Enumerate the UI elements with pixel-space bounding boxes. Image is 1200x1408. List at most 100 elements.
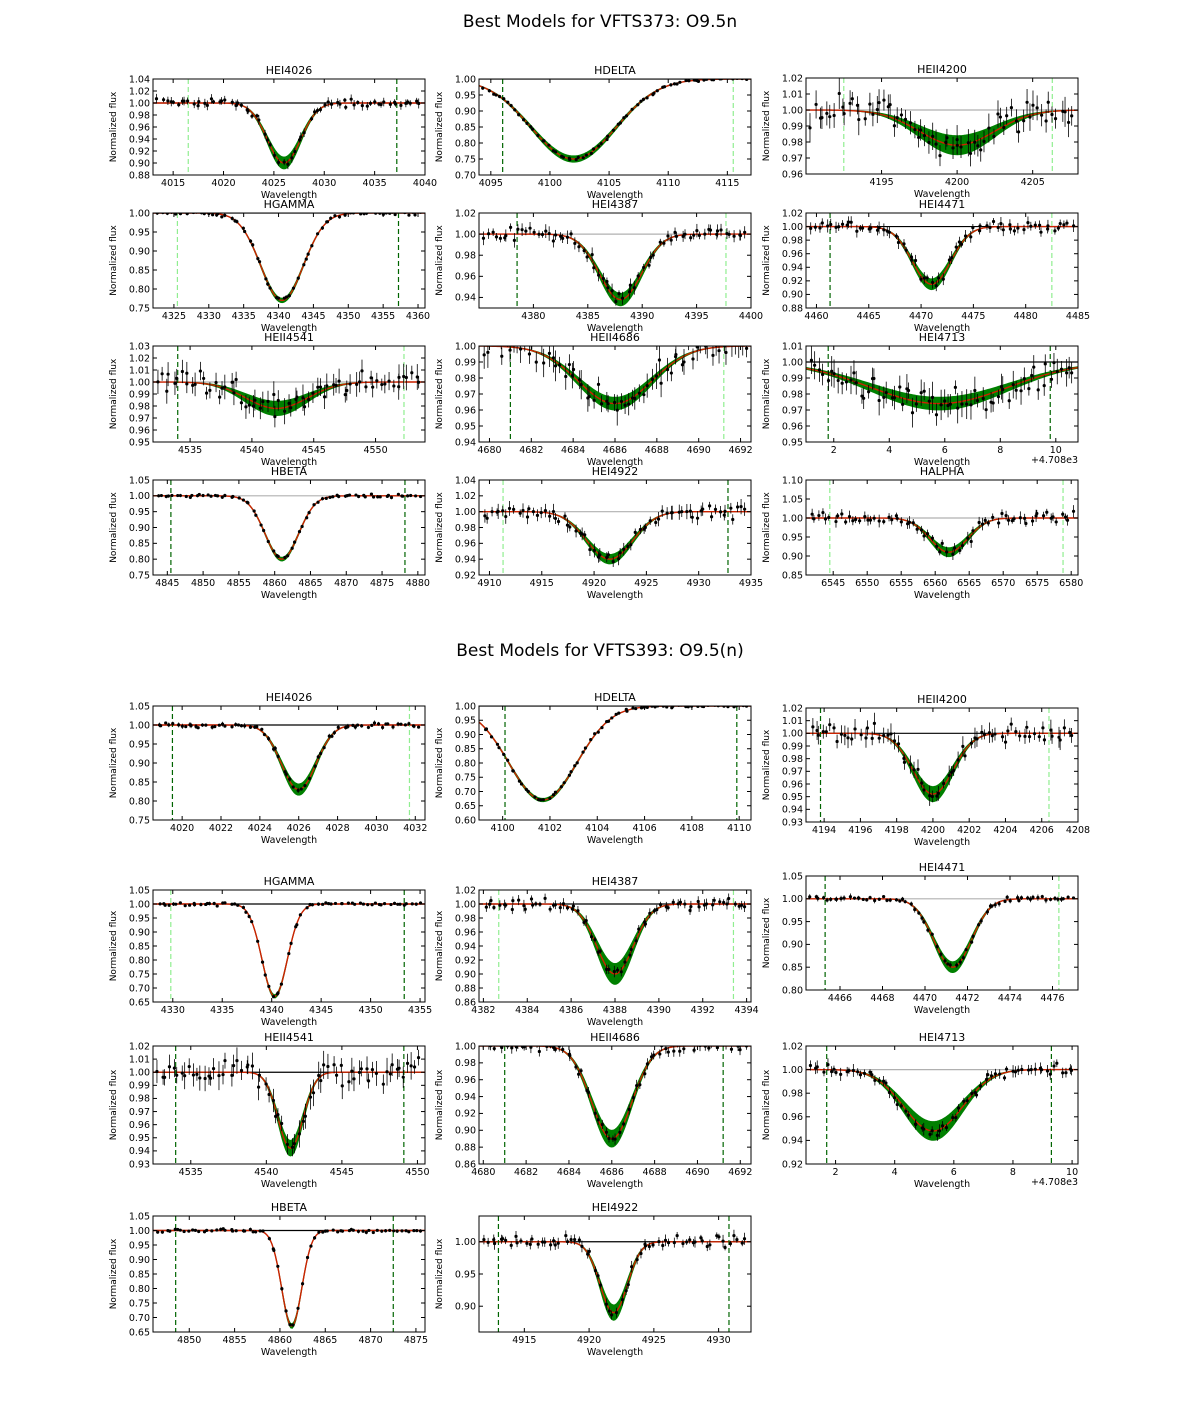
data-point [1003,740,1008,744]
data-point [598,949,602,953]
data-point [515,1241,519,1245]
data-point [498,903,502,907]
data-point [607,1309,611,1313]
data-point [740,903,744,907]
data-point [606,286,610,290]
data-point [318,385,323,389]
x-tick-label: 4325 [162,311,186,322]
data-point [934,142,938,146]
x-tick-label: 4880 [406,578,430,589]
data-point [808,1063,813,1068]
data-point [561,1047,565,1052]
data-point [388,1072,392,1076]
data-point [579,1069,583,1073]
data-point [332,731,336,735]
data-point [239,724,244,728]
data-point [847,514,852,519]
data-point [873,1078,877,1082]
data-point [854,517,858,522]
data-point [719,228,723,232]
data-point [708,504,712,508]
y-tick-label: 0.98 [782,137,803,148]
x-axis-label: Wavelength [587,1017,643,1028]
data-point [641,97,646,101]
data-point [637,927,641,931]
data-point [723,1245,727,1250]
data-point [605,279,609,284]
y-tick-label: 0.97 [129,413,150,424]
y-axis-label: Normalized flux [109,727,119,798]
data-point [1017,899,1021,903]
x-tick-label: 4350 [359,1005,383,1016]
x-tick-label: 6560 [923,578,947,589]
data-point [367,1228,371,1233]
x-tick-label: 6570 [991,578,1015,589]
data-point [357,1070,362,1075]
data-point [715,1046,719,1050]
data-point [292,1142,296,1146]
data-point [829,897,833,901]
data-point [954,1116,958,1120]
data-point [220,386,224,390]
x-axis-label: Wavelength [261,1347,317,1358]
data-point [490,510,494,514]
panel-title: HEI4922 [592,1201,638,1214]
data-point [682,1047,686,1051]
data-point [919,277,923,281]
data-point [204,391,209,395]
panel-title: HGAMMA [264,875,315,888]
x-tick-label: 4388 [603,1005,627,1016]
data-point [248,725,253,729]
data-point [320,226,325,230]
y-tick-label: 0.99 [129,1081,150,1092]
data-point [669,371,673,375]
data-point [187,903,192,907]
x-axis-label: Wavelength [587,1347,643,1358]
data-point [1016,130,1021,134]
data-point [611,128,616,132]
data-point [872,721,876,725]
axes-frame [152,889,426,1003]
data-point [946,962,950,966]
data-point [1052,361,1056,365]
panel-title: HEI4922 [592,465,638,478]
x-tick-label: 4030 [364,823,388,834]
data-point [813,225,817,229]
plot-area [153,213,425,308]
data-point [860,226,865,230]
data-point [244,910,248,914]
data-point [643,525,647,530]
y-tick-label: 1.00 [782,729,803,740]
data-point [738,233,743,238]
panel-title: HALPHA [920,465,965,478]
data-point [678,1049,682,1053]
data-point [173,381,177,385]
data-point [1061,897,1065,901]
data-point [854,381,858,385]
x-tick-label: 4935 [739,578,763,589]
data-point [583,533,587,537]
data-point [548,796,552,800]
data-point [584,153,588,157]
data-point [1055,369,1059,374]
observed-data [809,346,1074,428]
x-tick-label: 4910 [477,578,501,589]
data-point [495,335,498,338]
data-point [564,374,568,379]
data-point [241,905,246,910]
data-point [601,276,605,281]
y-tick-label: 1.00 [782,357,803,368]
data-point [384,1229,388,1233]
data-point [982,732,986,737]
y-tick-label: 0.90 [455,106,476,117]
x-axis-label: Wavelength [587,190,643,201]
data-point [873,898,877,903]
data-point [998,115,1002,119]
data-point [263,132,267,136]
x-tick-label: 4390 [630,311,654,322]
y-tick-label: 0.75 [129,570,150,581]
x-tick-label: 4930 [687,578,711,589]
y-tick-label: 0.95 [129,1133,150,1144]
data-point [567,773,572,777]
data-point [1055,1061,1059,1065]
